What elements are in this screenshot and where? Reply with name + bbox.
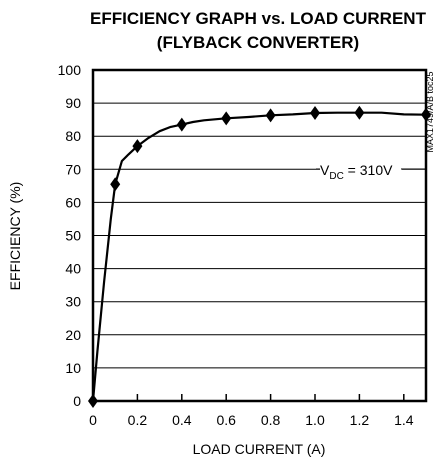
data-point-marker-4 xyxy=(221,111,232,126)
x-axis-ticks: 0 0.2 0.4 0.6 0.8 1.0 1.2 1.4 xyxy=(89,394,414,428)
chart-title: EFFICIENCY GRAPH vs. LOAD CURRENT xyxy=(90,9,427,28)
data-point-marker-0 xyxy=(88,394,98,408)
efficiency-series xyxy=(88,105,431,408)
y-tick-label-0: 0 xyxy=(73,393,81,409)
x-tick-label-1.4: 1.4 xyxy=(394,412,414,428)
data-point-marker-6 xyxy=(310,106,320,121)
plot-frame xyxy=(91,68,428,403)
y-tick-label-10: 10 xyxy=(65,360,81,376)
vdc-annotation: VDC = 310V xyxy=(316,157,426,182)
vdc-label: VDC = 310V xyxy=(320,162,393,182)
x-tick-label-1.0: 1.0 xyxy=(305,412,325,428)
y-axis-ticks: 0 10 20 30 40 50 60 70 80 90 100 xyxy=(58,62,82,409)
x-tick-label-1.2: 1.2 xyxy=(350,412,370,428)
annotation-background xyxy=(320,157,402,179)
y-tick-label-70: 70 xyxy=(65,161,81,177)
figure-code: MAX1749/A/B toc25 xyxy=(425,71,435,152)
horizontal-gridlines xyxy=(93,102,426,369)
vdc-rest: = 310V xyxy=(344,162,393,178)
efficiency-curve xyxy=(91,111,427,402)
y-tick-label-90: 90 xyxy=(65,95,81,111)
vdc-prefix: V xyxy=(320,162,330,178)
data-point-marker-1 xyxy=(110,177,121,192)
vdc-subscript: DC xyxy=(329,171,343,182)
data-point-marker-3 xyxy=(176,117,187,132)
data-point-marker-7 xyxy=(354,105,365,120)
chart-subtitle: (FLYBACK CONVERTER) xyxy=(157,33,359,52)
y-tick-label-30: 30 xyxy=(65,294,81,310)
y-tick-label-80: 80 xyxy=(65,128,81,144)
y-axis-label: EFFICIENCY (%) xyxy=(7,182,23,291)
x-tick-label-0.4: 0.4 xyxy=(172,412,192,428)
y-tick-label-40: 40 xyxy=(65,261,81,277)
data-point-marker-8 xyxy=(421,107,431,122)
x-tick-label-0.2: 0.2 xyxy=(128,412,148,428)
x-tick-label-0.6: 0.6 xyxy=(216,412,236,428)
x-tick-label-0: 0 xyxy=(89,412,97,428)
x-axis-label: LOAD CURRENT (A) xyxy=(193,441,326,457)
x-tick-label-0.8: 0.8 xyxy=(261,412,281,428)
y-tick-label-20: 20 xyxy=(65,327,81,343)
y-tick-label-100: 100 xyxy=(58,62,82,78)
y-tick-label-50: 50 xyxy=(65,228,81,244)
data-point-marker-5 xyxy=(265,108,276,123)
data-point-marker-2 xyxy=(132,139,143,154)
y-tick-label-60: 60 xyxy=(65,194,81,210)
